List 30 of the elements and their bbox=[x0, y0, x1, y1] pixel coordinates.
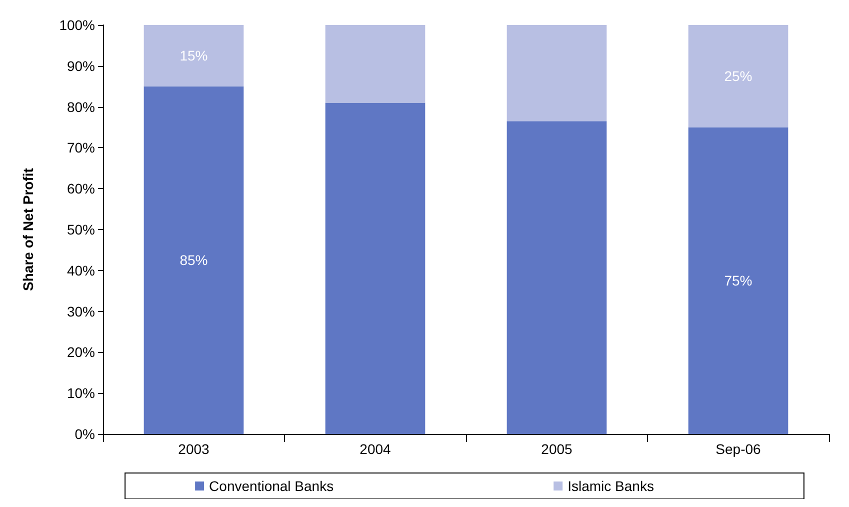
x-tick-label: Sep-06 bbox=[716, 441, 762, 457]
data-label: 15% bbox=[180, 48, 208, 64]
bar bbox=[325, 25, 426, 103]
x-tick-label: 2005 bbox=[541, 441, 573, 457]
y-tick-label: 100% bbox=[59, 17, 95, 33]
data-label: 85% bbox=[180, 252, 208, 268]
y-tick-label: 90% bbox=[66, 58, 95, 74]
bar bbox=[506, 25, 607, 122]
y-tick-label: 20% bbox=[66, 344, 95, 360]
data-label: 75% bbox=[724, 272, 752, 289]
y-tick-label: 40% bbox=[66, 262, 95, 278]
y-tick-label: 60% bbox=[66, 180, 95, 197]
y-axis-title: Share of Net Profit bbox=[20, 168, 36, 291]
bar bbox=[144, 25, 244, 86]
bar bbox=[506, 121, 607, 434]
legend-label: Conventional Banks bbox=[209, 478, 334, 494]
y-tick-label: 80% bbox=[66, 98, 95, 115]
y-tick-label: 10% bbox=[66, 385, 95, 402]
y-tick-label: 70% bbox=[66, 140, 95, 156]
legend-label: Islamic Banks bbox=[568, 478, 654, 494]
x-tick-label: 2004 bbox=[360, 441, 392, 457]
bar bbox=[325, 102, 426, 434]
bar bbox=[688, 25, 788, 128]
y-tick-label: 50% bbox=[66, 222, 95, 238]
bar bbox=[688, 127, 788, 434]
y-tick-label: 0% bbox=[74, 426, 95, 442]
data-label: 25% bbox=[724, 68, 752, 84]
bar bbox=[144, 86, 244, 434]
x-tick-label: 2003 bbox=[178, 441, 210, 457]
y-tick-label: 30% bbox=[66, 303, 95, 320]
